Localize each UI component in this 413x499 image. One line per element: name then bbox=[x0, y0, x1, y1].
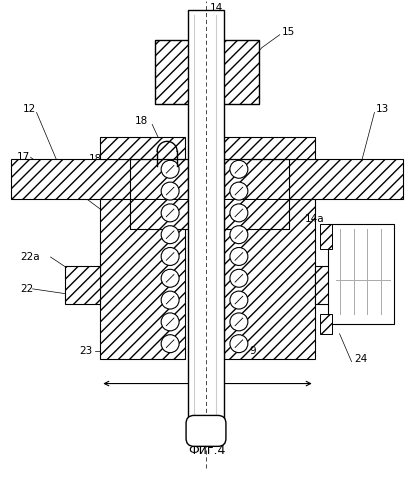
Circle shape bbox=[161, 204, 179, 222]
Text: D: D bbox=[202, 396, 212, 409]
Bar bbox=[130, 159, 188, 229]
Circle shape bbox=[229, 204, 247, 222]
Bar bbox=[223, 159, 314, 359]
Text: 17: 17 bbox=[17, 152, 30, 162]
Circle shape bbox=[229, 313, 247, 331]
Bar bbox=[223, 159, 402, 199]
Bar bbox=[155, 40, 188, 104]
Text: 18a: 18a bbox=[88, 154, 108, 164]
Bar bbox=[223, 137, 314, 159]
Text: 15: 15 bbox=[281, 27, 294, 37]
Bar bbox=[100, 137, 185, 159]
Bar bbox=[319, 224, 331, 249]
Bar bbox=[100, 159, 185, 359]
Circle shape bbox=[229, 291, 247, 309]
Circle shape bbox=[229, 182, 247, 200]
Circle shape bbox=[229, 248, 247, 265]
Circle shape bbox=[229, 269, 247, 287]
Text: 13: 13 bbox=[375, 104, 388, 114]
Text: Фиг.4: Фиг.4 bbox=[188, 444, 225, 457]
Bar bbox=[223, 40, 258, 104]
Text: 22: 22 bbox=[21, 284, 34, 294]
Text: 14a: 14a bbox=[304, 214, 323, 224]
Text: 9: 9 bbox=[249, 346, 256, 356]
Circle shape bbox=[161, 291, 179, 309]
Circle shape bbox=[161, 269, 179, 287]
Circle shape bbox=[161, 160, 179, 178]
Text: 23a: 23a bbox=[88, 166, 108, 176]
Bar bbox=[223, 159, 288, 229]
Circle shape bbox=[229, 335, 247, 353]
Circle shape bbox=[229, 226, 247, 244]
Circle shape bbox=[161, 226, 179, 244]
FancyBboxPatch shape bbox=[185, 416, 225, 446]
Bar bbox=[319, 314, 331, 334]
Bar bbox=[11, 159, 188, 199]
Bar bbox=[130, 199, 188, 229]
Text: 18: 18 bbox=[135, 116, 148, 126]
Bar bbox=[314, 266, 349, 304]
Circle shape bbox=[161, 335, 179, 353]
Bar bbox=[327, 224, 394, 324]
Circle shape bbox=[161, 313, 179, 331]
Circle shape bbox=[161, 182, 179, 200]
Bar bbox=[188, 10, 223, 443]
Text: 23: 23 bbox=[79, 346, 92, 356]
Circle shape bbox=[161, 248, 179, 265]
Bar bbox=[223, 199, 288, 229]
Text: 14: 14 bbox=[209, 3, 223, 13]
Bar bbox=[65, 266, 100, 304]
Text: 24: 24 bbox=[354, 354, 367, 364]
Text: 12: 12 bbox=[23, 104, 36, 114]
Circle shape bbox=[229, 160, 247, 178]
Text: 22a: 22a bbox=[21, 252, 40, 262]
Bar bbox=[155, 40, 258, 104]
